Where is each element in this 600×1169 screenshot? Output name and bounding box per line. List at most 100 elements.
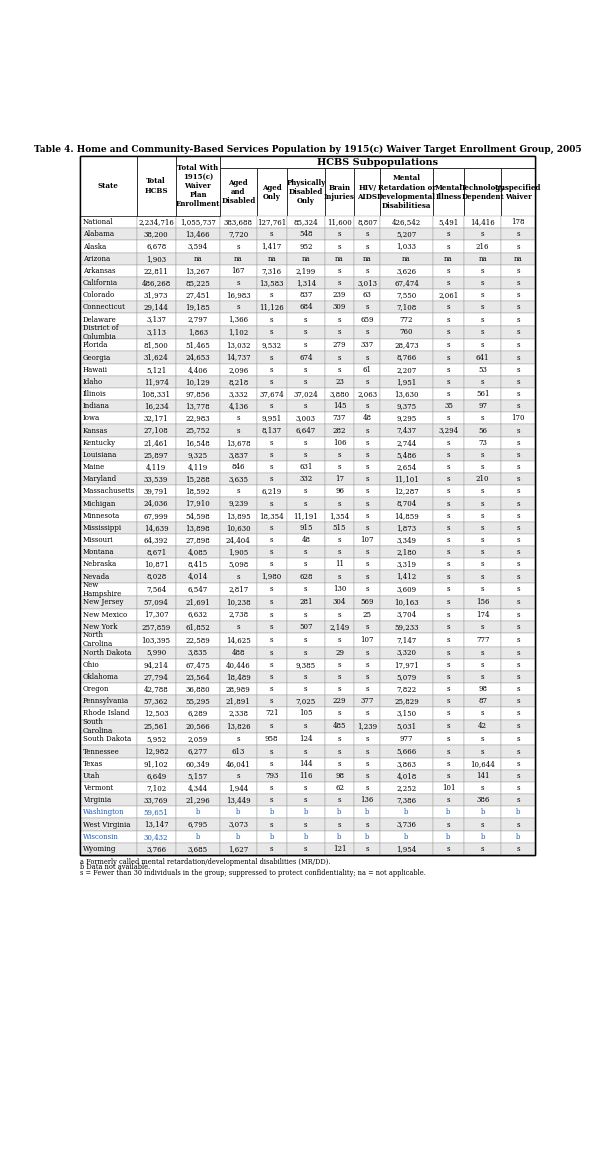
Bar <box>501 485 535 498</box>
Bar <box>80 461 137 473</box>
Bar <box>287 375 325 388</box>
Text: s: s <box>236 427 240 435</box>
Text: s: s <box>517 390 520 399</box>
Text: s: s <box>517 267 520 275</box>
Bar <box>325 168 354 216</box>
Bar <box>287 510 325 521</box>
Text: 170: 170 <box>512 414 525 422</box>
Bar <box>325 534 354 546</box>
Bar <box>325 241 354 253</box>
Bar <box>257 241 287 253</box>
Text: s: s <box>270 697 274 705</box>
Text: 8,671: 8,671 <box>146 548 166 556</box>
Bar <box>257 253 287 265</box>
Text: 11,101: 11,101 <box>394 476 419 483</box>
Text: s: s <box>517 649 520 657</box>
Bar <box>257 646 287 658</box>
Text: 6,649: 6,649 <box>146 772 166 780</box>
Bar <box>433 265 464 277</box>
Bar <box>325 216 354 228</box>
Bar <box>380 241 433 253</box>
Text: 144: 144 <box>299 760 313 768</box>
Text: 5,491: 5,491 <box>439 219 458 227</box>
Bar <box>287 807 325 818</box>
Text: 1,033: 1,033 <box>397 242 416 250</box>
Text: s: s <box>447 378 450 386</box>
Text: HCBS Subpopulations: HCBS Subpopulations <box>317 158 439 166</box>
Text: 1,412: 1,412 <box>397 573 416 581</box>
Text: s: s <box>304 673 308 682</box>
Bar <box>354 546 380 559</box>
Text: 21,891: 21,891 <box>226 697 251 705</box>
Bar <box>464 326 501 339</box>
Text: s: s <box>447 279 450 288</box>
Bar <box>354 253 380 265</box>
Text: 569: 569 <box>361 599 374 607</box>
Bar <box>176 339 220 352</box>
Bar <box>220 241 257 253</box>
Bar <box>176 388 220 400</box>
Bar <box>257 769 287 782</box>
Bar <box>287 683 325 696</box>
Bar <box>257 559 287 570</box>
Bar <box>354 289 380 302</box>
Bar <box>80 485 137 498</box>
Text: 61,852: 61,852 <box>185 623 210 631</box>
Bar <box>220 228 257 241</box>
Text: 4,119: 4,119 <box>188 463 208 471</box>
Bar <box>287 228 325 241</box>
Text: s: s <box>365 328 369 337</box>
Bar <box>287 424 325 437</box>
Bar <box>220 375 257 388</box>
Text: 13,630: 13,630 <box>394 390 419 399</box>
Bar <box>220 831 257 843</box>
Bar <box>257 671 287 683</box>
Text: 721: 721 <box>265 710 278 718</box>
Bar <box>176 413 220 424</box>
Bar <box>325 326 354 339</box>
Text: Tennessee: Tennessee <box>83 747 119 755</box>
Bar <box>354 241 380 253</box>
Text: s: s <box>304 610 308 618</box>
Bar <box>287 485 325 498</box>
Text: s: s <box>481 524 484 532</box>
Bar <box>433 646 464 658</box>
Bar <box>325 683 354 696</box>
Bar <box>354 818 380 831</box>
Bar <box>287 707 325 720</box>
Bar <box>464 843 501 855</box>
Text: 239: 239 <box>333 291 346 299</box>
Bar <box>433 818 464 831</box>
Bar <box>137 400 176 413</box>
Text: 515: 515 <box>333 524 346 532</box>
Bar <box>433 831 464 843</box>
Bar <box>464 424 501 437</box>
Bar <box>220 510 257 521</box>
Text: 31,973: 31,973 <box>144 291 169 299</box>
Bar <box>137 546 176 559</box>
Bar <box>433 339 464 352</box>
Bar <box>501 375 535 388</box>
Text: s: s <box>270 438 274 447</box>
Bar <box>354 707 380 720</box>
Bar <box>325 313 354 326</box>
Text: Total
HCBS: Total HCBS <box>145 178 168 194</box>
Text: s: s <box>517 747 520 755</box>
Bar <box>464 746 501 758</box>
Bar <box>176 498 220 510</box>
Bar <box>433 843 464 855</box>
Bar <box>354 498 380 510</box>
Text: s: s <box>304 366 308 374</box>
Text: 2,061: 2,061 <box>439 291 458 299</box>
Text: 9,239: 9,239 <box>228 499 248 507</box>
Bar <box>220 596 257 609</box>
Bar <box>257 302 287 313</box>
Text: 28,989: 28,989 <box>226 685 251 693</box>
Text: s: s <box>365 760 369 768</box>
Text: 282: 282 <box>333 427 346 435</box>
Text: 9,295: 9,295 <box>397 414 416 422</box>
Text: s: s <box>365 267 369 275</box>
Bar <box>220 253 257 265</box>
Text: 1,905: 1,905 <box>228 548 248 556</box>
Bar <box>257 621 287 632</box>
